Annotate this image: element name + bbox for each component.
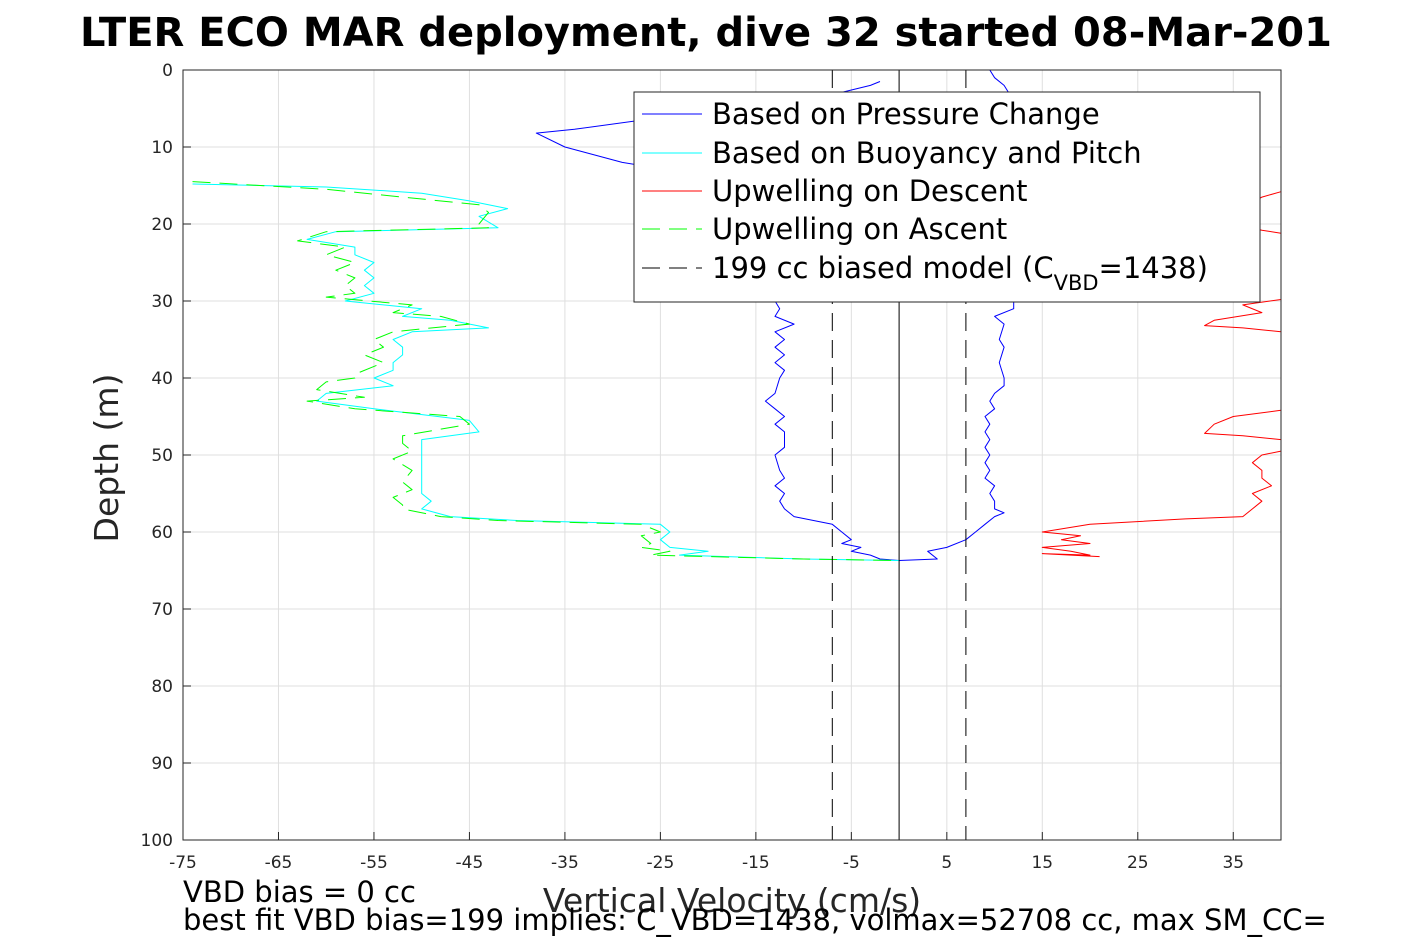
y-tick-label: 30	[151, 292, 173, 312]
legend: Based on Pressure Change Based on Buoyan…	[633, 91, 1261, 303]
y-tick-label: 50	[151, 446, 173, 466]
ticks: -75 -65 -55 -45 -35 -25 -15 -5 5 15 25 350102030405…	[141, 61, 1245, 873]
legend-entry-upwelling-ascent: Upwelling on Ascent	[712, 212, 1007, 246]
series-upwelling_ascent	[192, 181, 900, 561]
y-tick-label: 60	[151, 523, 173, 543]
y-tick-label: 20	[151, 215, 173, 235]
x-axis-label: Vertical Velocity (cm/s)	[543, 881, 921, 920]
legend-model-main: 199 cc biased model (C	[712, 251, 1054, 285]
annotation-vbd-bias: VBD bias = 0 cc	[183, 875, 416, 909]
x-tick-label: 25	[1127, 853, 1149, 873]
chart-title: LTER ECO MAR deployment, dive 32 started…	[80, 10, 1332, 56]
series-buoyancy	[192, 183, 900, 561]
x-tick-label: 35	[1222, 853, 1244, 873]
x-tick-label: -45	[456, 853, 484, 873]
y-tick-label: 10	[151, 138, 173, 158]
legend-entry-pressure: Based on Pressure Change	[712, 97, 1100, 131]
x-tick-label: -25	[647, 853, 675, 873]
x-tick-label: 15	[1031, 853, 1053, 873]
legend-entry-upwelling-descent: Upwelling on Descent	[712, 174, 1028, 208]
x-tick-label: -15	[742, 853, 770, 873]
y-tick-label: 40	[151, 369, 173, 389]
series-upwelling_descent_bottom	[1041, 450, 1282, 558]
series-upwelling_descent_low	[1204, 409, 1282, 441]
y-tick-label: 90	[151, 754, 173, 774]
series-upwelling_descent_mid	[1204, 299, 1282, 333]
series-layer	[192, 69, 1282, 840]
legend-model-end: =1438)	[1099, 251, 1208, 285]
annotation-best-fit: best fit VBD bias=199 implies: C_VBD=143…	[183, 903, 1327, 937]
x-tick-label: -75	[169, 853, 197, 873]
x-tick-label: -65	[265, 853, 293, 873]
x-tick-label: -5	[843, 853, 860, 873]
legend-model-subscript: VBD	[1054, 271, 1099, 295]
y-tick-label: 70	[151, 600, 173, 620]
y-tick-label: 0	[162, 61, 173, 81]
legend-entry-buoyancy: Based on Buoyancy and Pitch	[712, 136, 1142, 170]
y-tick-label: 80	[151, 677, 173, 697]
x-tick-label: -35	[551, 853, 579, 873]
x-tick-label: 5	[941, 853, 952, 873]
legend-entry-biased-model: 199 cc biased model (CVBD=1438)	[712, 251, 1208, 295]
x-tick-label: -55	[360, 853, 388, 873]
y-tick-label: 100	[141, 831, 173, 851]
y-axis-label: Depth (m)	[87, 374, 126, 543]
legend-box	[633, 91, 1261, 303]
